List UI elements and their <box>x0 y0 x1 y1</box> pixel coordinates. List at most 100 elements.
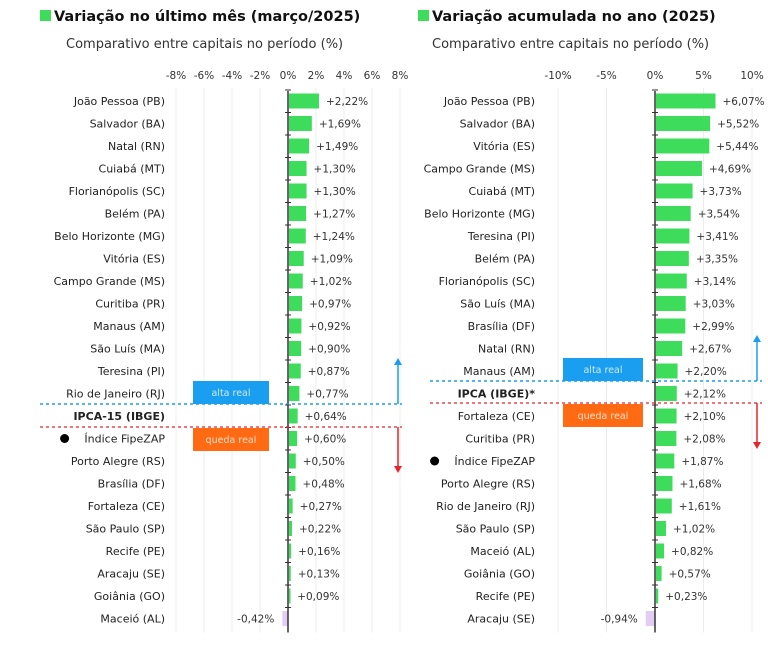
category-label: Índice FipeZAP <box>454 455 535 468</box>
value-label: +1,87% <box>681 456 723 468</box>
value-label: +2,10% <box>684 411 726 423</box>
category-label: Campo Grande (MS) <box>424 163 535 176</box>
category-label: Salvador (BA) <box>90 118 165 131</box>
value-label: +0,27% <box>300 501 342 513</box>
queda-real-box <box>193 428 269 451</box>
value-label: +0,16% <box>298 546 340 558</box>
category-label: Rio de Janeiro (RJ) <box>436 500 535 513</box>
category-label: Fortaleza (CE) <box>458 410 535 423</box>
chart-subtitle: Comparativo entre capitais no período (%… <box>66 37 343 52</box>
value-label: +1,61% <box>679 501 721 513</box>
category-label: Aracaju (SE) <box>467 613 535 626</box>
bar <box>656 521 666 536</box>
category-label: São Luís (MA) <box>460 298 535 311</box>
bar <box>289 138 310 154</box>
category-label: Belém (PA) <box>105 208 165 221</box>
bar <box>289 183 307 199</box>
bar <box>656 566 662 581</box>
value-label: +0,50% <box>303 456 345 468</box>
bar <box>289 273 303 289</box>
queda-real-box <box>563 404 643 427</box>
value-label: +0,23% <box>665 591 707 603</box>
category-label: São Paulo (SP) <box>86 523 165 536</box>
down-arrow-head-icon <box>753 442 761 449</box>
value-label: -0,42% <box>237 614 274 626</box>
category-label: Recife (PE) <box>106 545 165 558</box>
category-label: Curitiba (PR) <box>95 298 165 311</box>
category-label: Vitória (ES) <box>473 140 535 153</box>
bar <box>289 566 291 581</box>
value-label: +3,35% <box>696 254 738 266</box>
x-tick-label: 8% <box>392 70 409 82</box>
value-label: +5,52% <box>717 119 759 131</box>
x-tick-label: -10% <box>544 70 571 82</box>
category-label: Maceió (AL) <box>470 545 535 558</box>
alta-real-box <box>563 358 643 381</box>
bar <box>656 341 683 356</box>
bar <box>645 611 655 626</box>
bar <box>289 93 319 109</box>
category-label: Natal (RN) <box>108 140 165 153</box>
bullet-icon <box>60 434 70 443</box>
bar <box>656 251 689 266</box>
value-label: -0,94% <box>601 614 638 626</box>
value-label: +1,09% <box>311 254 353 266</box>
bar <box>289 318 302 334</box>
x-tick-label: -5% <box>596 70 616 82</box>
category-label: Goiânia (GO) <box>94 590 165 603</box>
category-label: João Pessoa (PB) <box>73 95 165 108</box>
category-label: Fortaleza (CE) <box>88 500 165 513</box>
bar <box>656 228 690 244</box>
bar <box>289 543 292 559</box>
x-tick-label: 5% <box>695 70 712 82</box>
category-label: São Luís (MA) <box>90 343 165 356</box>
value-label: +0,87% <box>308 366 350 378</box>
bar <box>656 93 716 109</box>
category-label: Florianópolis (SC) <box>69 185 165 198</box>
value-label: +2,67% <box>689 344 731 356</box>
legend-square-icon <box>40 10 51 21</box>
value-label: +1,49% <box>316 141 358 153</box>
value-label: +0,90% <box>308 344 350 356</box>
bar <box>289 453 296 469</box>
value-label: +4,69% <box>709 164 751 176</box>
category-label: Vitória (ES) <box>103 253 165 266</box>
legend-square-icon <box>418 10 429 21</box>
bar <box>289 363 301 379</box>
bar <box>656 318 686 334</box>
value-label: +0,13% <box>298 569 340 581</box>
bar <box>289 476 296 491</box>
chart-title: Variação acumulada no ano (2025) <box>432 9 716 25</box>
bar <box>656 161 702 176</box>
bar <box>656 453 675 469</box>
queda-real-label: queda real <box>206 435 257 446</box>
bar <box>656 116 711 131</box>
value-label: +3,14% <box>694 276 736 288</box>
category-label: Recife (PE) <box>476 590 535 603</box>
bar <box>289 228 306 244</box>
bar <box>289 588 291 604</box>
bar <box>289 386 300 401</box>
value-label: +1,24% <box>313 231 355 243</box>
x-tick-label: 2% <box>308 70 325 82</box>
category-label: São Paulo (SP) <box>456 523 535 536</box>
bar <box>289 498 293 514</box>
category-label: Cuiabá (MT) <box>99 163 165 176</box>
category-label: IPCA-15 (IBGE) <box>73 410 165 423</box>
category-label: Natal (RN) <box>478 343 535 356</box>
category-label: Porto Alegre (RS) <box>441 478 535 491</box>
bar <box>289 116 312 131</box>
category-label: Maceió (AL) <box>100 613 165 626</box>
bar <box>656 431 677 446</box>
x-tick-label: -6% <box>194 70 214 82</box>
x-tick-label: -2% <box>250 70 270 82</box>
bar <box>656 498 672 514</box>
category-label: Brasília (DF) <box>468 320 535 333</box>
value-label: +1,69% <box>319 119 361 131</box>
bar <box>289 521 292 536</box>
x-tick-label: 6% <box>364 70 381 82</box>
category-label: IPCA (IBGE)* <box>458 388 536 401</box>
up-arrow-head-icon <box>753 335 761 342</box>
x-tick-label: 0% <box>647 70 664 82</box>
value-label: +0,48% <box>302 479 344 491</box>
